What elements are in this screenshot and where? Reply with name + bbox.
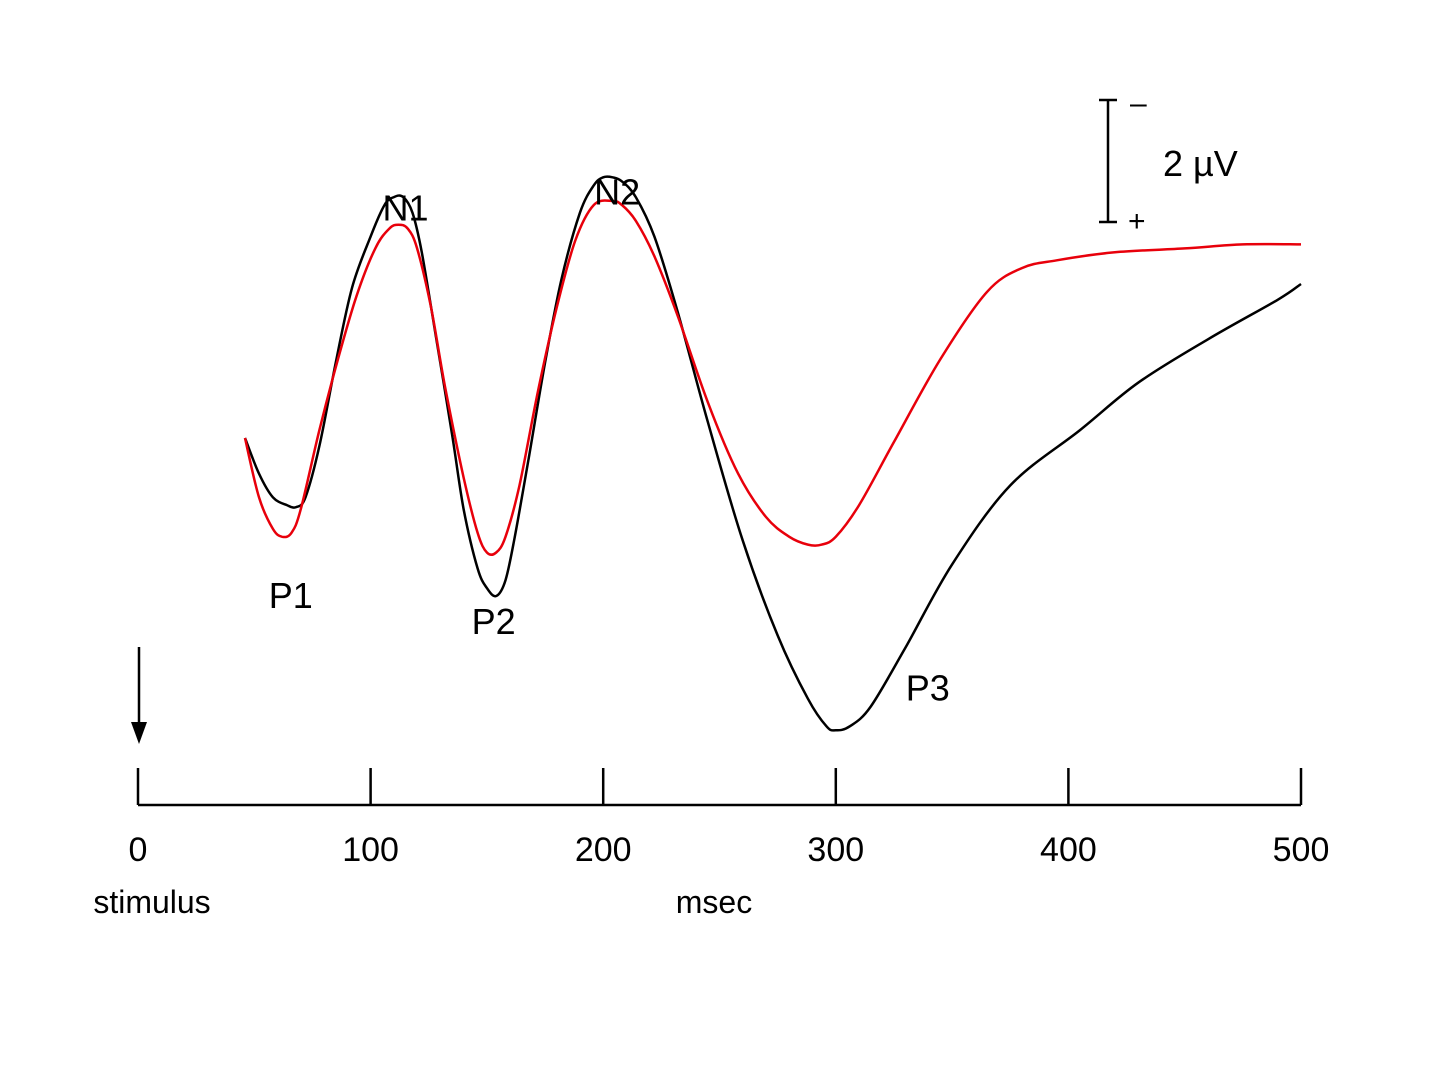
x-axis: 0 100 200 300 400 500 [129, 768, 1330, 869]
x-tick-label: 500 [1273, 831, 1330, 869]
peak-label-p2: P2 [472, 601, 516, 642]
x-tick-label: 100 [342, 831, 399, 869]
x-tick-label: 300 [807, 831, 864, 869]
x-tick-label: 400 [1040, 831, 1097, 869]
scale-bar: – + 2 µV [1099, 87, 1238, 238]
series-line-red [243, 199, 1302, 556]
x-axis-title: msec [676, 884, 752, 920]
peak-label-p3: P3 [906, 667, 950, 708]
stimulus-arrow-icon [131, 647, 147, 744]
series-layer [243, 175, 1302, 732]
stimulus-label: stimulus [93, 884, 210, 920]
peak-label-p1: P1 [269, 575, 313, 616]
x-tick-label: 0 [129, 831, 148, 869]
scale-bar-plus: + [1128, 205, 1146, 238]
series-line-black [243, 175, 1302, 732]
peak-label-n2: N2 [594, 172, 640, 213]
peak-label-n1: N1 [382, 187, 428, 228]
x-tick-label: 200 [575, 831, 632, 869]
peak-labels: N1 N2 P1 P2 P3 [269, 172, 950, 709]
scale-bar-label: 2 µV [1163, 143, 1238, 184]
scale-bar-minus: – [1130, 87, 1147, 120]
